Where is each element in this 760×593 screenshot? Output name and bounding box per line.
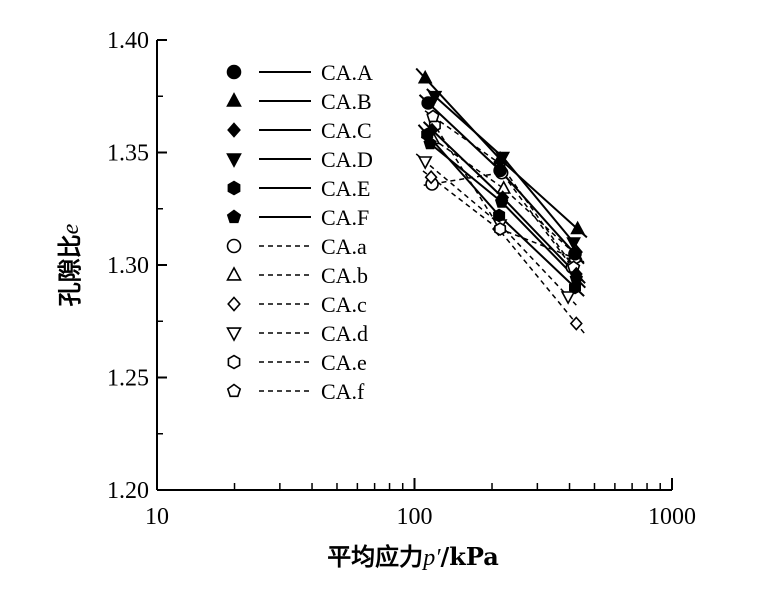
legend-label: CA.b [321, 263, 368, 288]
legend-label: CA.D [321, 147, 373, 172]
legend-label: CA.e [321, 350, 367, 375]
legend-marker-CA.b [226, 266, 242, 281]
legend-marker-CA.c [227, 296, 241, 312]
legend-marker-CA.C [227, 122, 241, 138]
series-markers [417, 69, 585, 331]
legend-marker-CA.d [226, 327, 242, 342]
data-point-CA.e [494, 222, 507, 236]
legend-label: CA.E [321, 176, 371, 201]
legend: CA.A CA.B CA.C CA.D CA.E CA.F CA.a CA.b CA.c CA.d… [226, 60, 373, 404]
data-point-CA.B [417, 69, 433, 84]
y-tick-label: 1.20 [107, 478, 149, 504]
data-point-CA.D [427, 90, 443, 105]
data-point-CA.b [496, 180, 512, 194]
legend-marker-CA.B [226, 92, 242, 107]
legend-marker-CA.E [227, 180, 241, 196]
y-axis-title: 孔隙比e [55, 223, 84, 306]
legend-marker-CA.f [226, 383, 242, 398]
legend-label: CA.a [321, 234, 367, 259]
data-point-CA.c [569, 316, 583, 331]
data-point-CA.D [495, 151, 511, 166]
legend-marker-CA.F [226, 209, 242, 224]
legend-label: CA.f [321, 379, 365, 404]
data-point-CA.F [423, 136, 437, 150]
legend-label: CA.c [321, 292, 367, 317]
data-point-CA.d [417, 156, 433, 170]
data-point-CA.A [568, 246, 582, 261]
data-point-CA.f [426, 109, 440, 123]
plot-frame [156, 40, 672, 491]
y-tick-label: 1.25 [107, 366, 149, 392]
y-tick-label: 1.30 [107, 253, 149, 279]
legend-label: CA.B [321, 89, 372, 114]
y-axis-title-text: 孔隙比 [55, 234, 84, 306]
x-tick-label: 1000 [648, 504, 696, 530]
axis-tick-labels: 1.20 1.25 1.30 1.35 1.40 10 100 1000 [107, 28, 696, 530]
legend-marker-CA.e [227, 354, 241, 370]
legend-marker-CA.D [226, 153, 242, 168]
x-tick-label: 100 [397, 504, 433, 530]
x-axis-title-text: 平均应力 [327, 542, 423, 571]
x-tick-label: 10 [145, 504, 169, 530]
y-axis-title-var: e [58, 223, 84, 234]
legend-label: CA.C [321, 118, 372, 143]
legend-label: CA.A [321, 60, 373, 85]
data-point-CA.d [560, 291, 576, 305]
legend-marker-CA.A [226, 64, 242, 80]
data-point-CA.D [566, 237, 581, 251]
axis-ticks [156, 39, 673, 491]
data-point-CA.B [570, 220, 585, 235]
x-axis-title: 平均应力p′/kPa [327, 542, 499, 571]
x-axis-title-var: p′ [421, 545, 441, 571]
data-point-CA.c [424, 170, 438, 185]
y-tick-label: 1.40 [107, 28, 149, 54]
data-point-CA.E [493, 208, 506, 223]
x-axis-title-unit: /kPa [440, 542, 498, 571]
legend-marker-CA.a [226, 238, 242, 254]
legend-label: CA.F [321, 205, 369, 230]
y-tick-label: 1.35 [107, 141, 149, 167]
data-point-CA.A [493, 163, 507, 178]
data-point-CA.F [569, 271, 583, 285]
data-point-CA.E [568, 280, 582, 295]
legend-label: CA.d [321, 321, 368, 346]
data-point-CA.F [494, 195, 509, 208]
